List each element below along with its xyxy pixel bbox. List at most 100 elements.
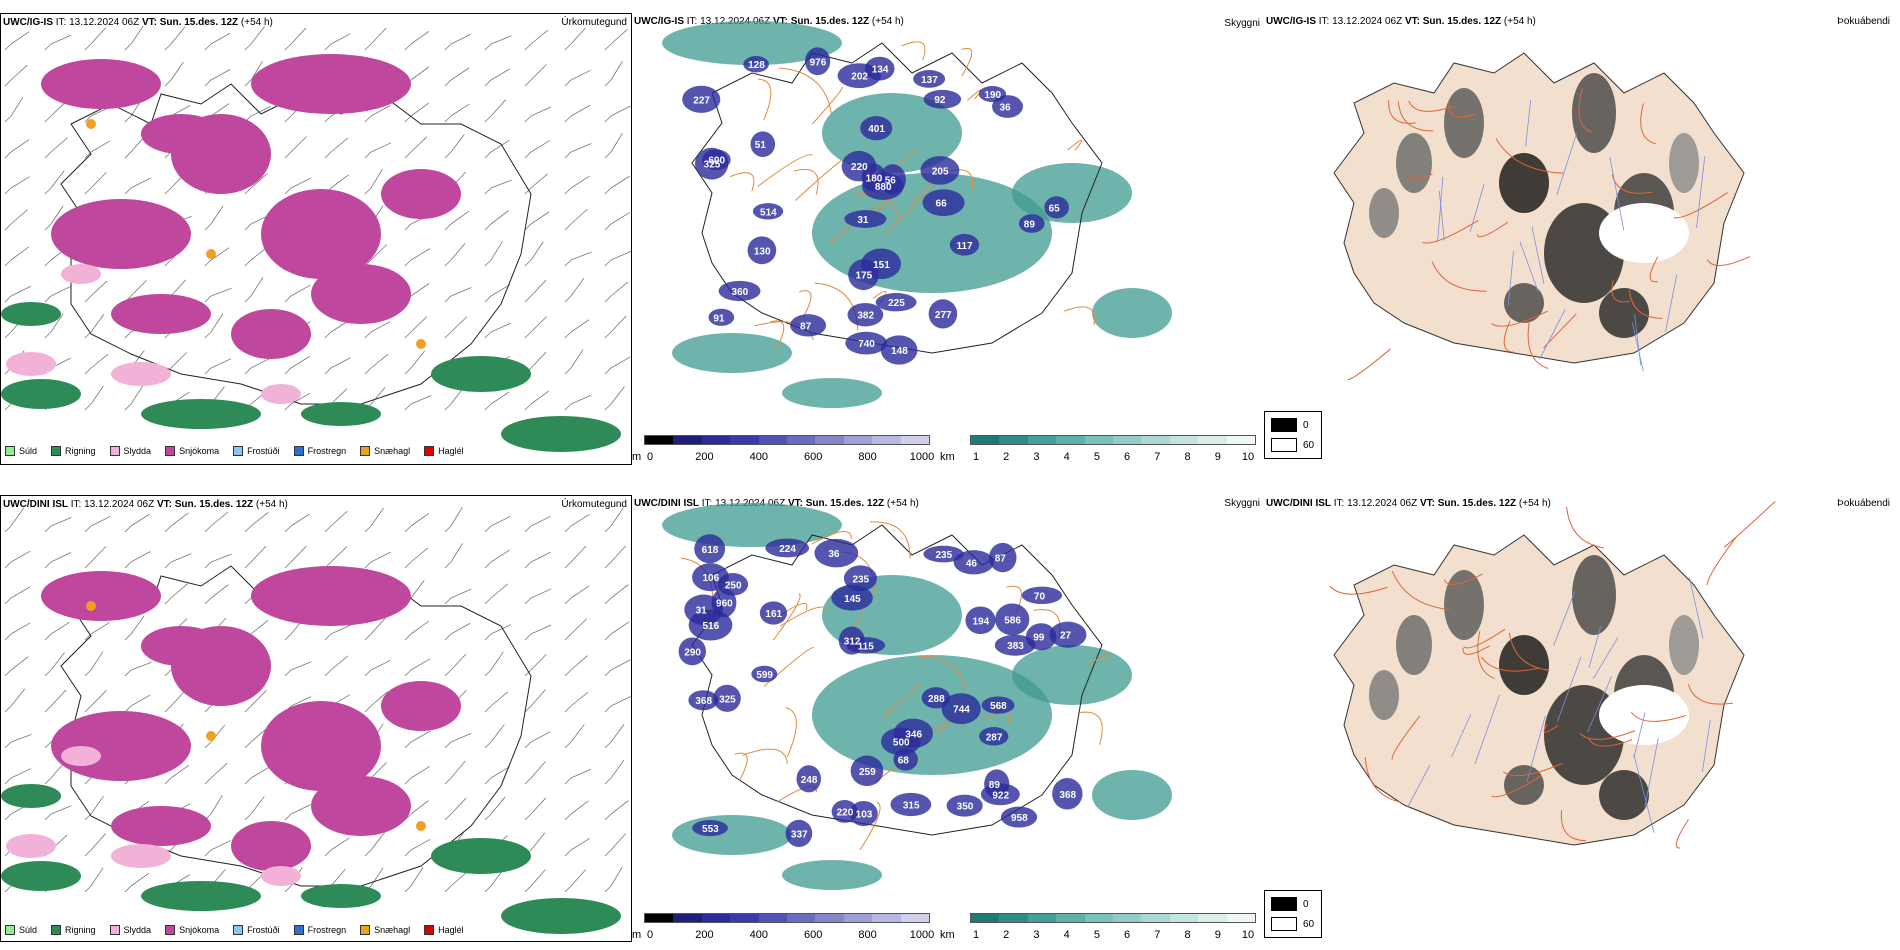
colorbar-segment [1141,436,1170,444]
wind-barb [570,319,590,333]
ceiling-value-label: 161 [765,609,782,620]
colorbar-tick: 600 [804,451,823,463]
wind-barb [370,507,384,527]
wind-barb [490,35,512,45]
wind-barb [610,696,631,707]
colorbar-segment [1226,436,1256,444]
wind-barb-flag [524,43,532,51]
wind-barb-flag [324,525,332,533]
road-line [1080,711,1103,746]
legend-label: Haglél [438,446,464,456]
colorbar-segment [730,914,759,922]
wind-barb [50,205,64,225]
fog-map [1329,501,1776,849]
colorbar-tick: 2 [1003,451,1010,463]
wind-barb [610,281,629,297]
wind-barb [570,69,591,81]
wind-barb [330,388,348,405]
wind-barb [370,659,391,671]
wind-barb [530,211,550,225]
wind-barb-flag [364,115,372,123]
wind-barb [50,552,72,563]
panel-header: UWC/IG-IS IT: 13.12.2024 06Z VT: Sun. 15… [3,17,273,28]
wind-barb [490,583,509,599]
sleet-area [261,866,301,886]
fog-index-area [1499,153,1549,213]
road-line [778,67,833,116]
road-line [1329,585,1388,595]
road-line [793,168,819,195]
wind-barb [170,764,190,779]
low-ceiling-area [988,542,1017,573]
wind-barb-flag [204,295,212,303]
legend-item-frostregn: Frostregn [293,925,346,935]
wind-barb-flag [524,777,532,785]
snow-area [51,199,191,269]
rain-area [141,881,261,911]
wind-barb [530,832,546,851]
wind-barb-flag [484,561,492,569]
wind-barb [490,691,509,707]
sleet-area [6,834,56,858]
wind-barb [10,550,31,563]
wind-barb-flag [204,223,212,231]
fog-index-panel-top: UWC/IG-IS IT: 13.12.2024 06Z VT: Sun. 15… [1264,13,1900,465]
wind-barb-flag [404,561,412,569]
wind-barb-flag [404,633,412,641]
wind-barb-flag [564,367,572,375]
wind-barb-flag [604,633,612,641]
ceiling-value-label: 248 [801,775,818,786]
wind-barb-flag [524,403,532,411]
legend-item-haglél: Haglél [424,446,464,456]
wind-barb [410,547,429,563]
river-line [1531,226,1545,284]
wind-barb-flag [284,669,292,677]
wind-barb [410,102,430,117]
colorbar-tick: 9 [1214,929,1221,941]
legend-item-rigning: Rigning [51,446,96,456]
low-ceiling-area [708,308,735,326]
wind-barb-flag [444,43,452,51]
legend-swatch [5,925,15,935]
legend-item-súld: Súld [5,446,37,456]
low-ceiling-area [837,63,882,89]
road-line [1408,100,1454,112]
low-ceiling-area [946,794,983,817]
panel-header: UWC/DINI ISL IT: 13.12.2024 06Z VT: Sun.… [1266,498,1551,509]
wind-barb [410,867,424,887]
legend-item-frostúði: Frostúði [233,446,280,456]
river-line [1407,764,1431,808]
low-ceiling-area [979,727,1009,746]
wind-barb-flag [4,151,12,159]
snow-area [111,806,211,846]
wind-barb [570,545,587,563]
ceiling-value-label: 87 [995,554,1007,565]
colorbar-segment [730,436,759,444]
ceiling-map: 382 360 227 277 128 225 134 600 190 137 180 175 117 9… [662,21,1172,408]
wind-barb-flag [84,669,92,677]
wind-barb-flag [604,741,612,749]
colorbar-tick: 9 [1214,451,1221,463]
wind-barb [90,690,107,707]
colorbar-tick: 0 [646,929,654,941]
wind-barb-flag [564,813,572,821]
ceiling-value-label: 134 [872,65,889,76]
wind-barb-flag [524,813,532,821]
wind-barb-flag [404,223,412,231]
wind-barb-flag [204,777,212,785]
road-line [1543,313,1577,349]
wind-barb-flag [284,813,292,821]
ceiling-value-label: 277 [935,310,952,321]
ceiling-value-label: 568 [990,701,1007,712]
wind-barb-flag [604,259,612,267]
wind-barb-flag [364,561,372,569]
wind-barb [210,69,231,81]
wind-barb-flag [564,223,572,231]
colorbar-tick: 6 [1124,451,1131,463]
wind-barb [370,27,387,45]
snow-pellet-area [206,249,216,259]
ceiling-value-label: 225 [888,298,905,309]
wind-barb-flag [564,43,572,51]
wind-barb [610,866,623,887]
wind-barb [210,313,224,333]
